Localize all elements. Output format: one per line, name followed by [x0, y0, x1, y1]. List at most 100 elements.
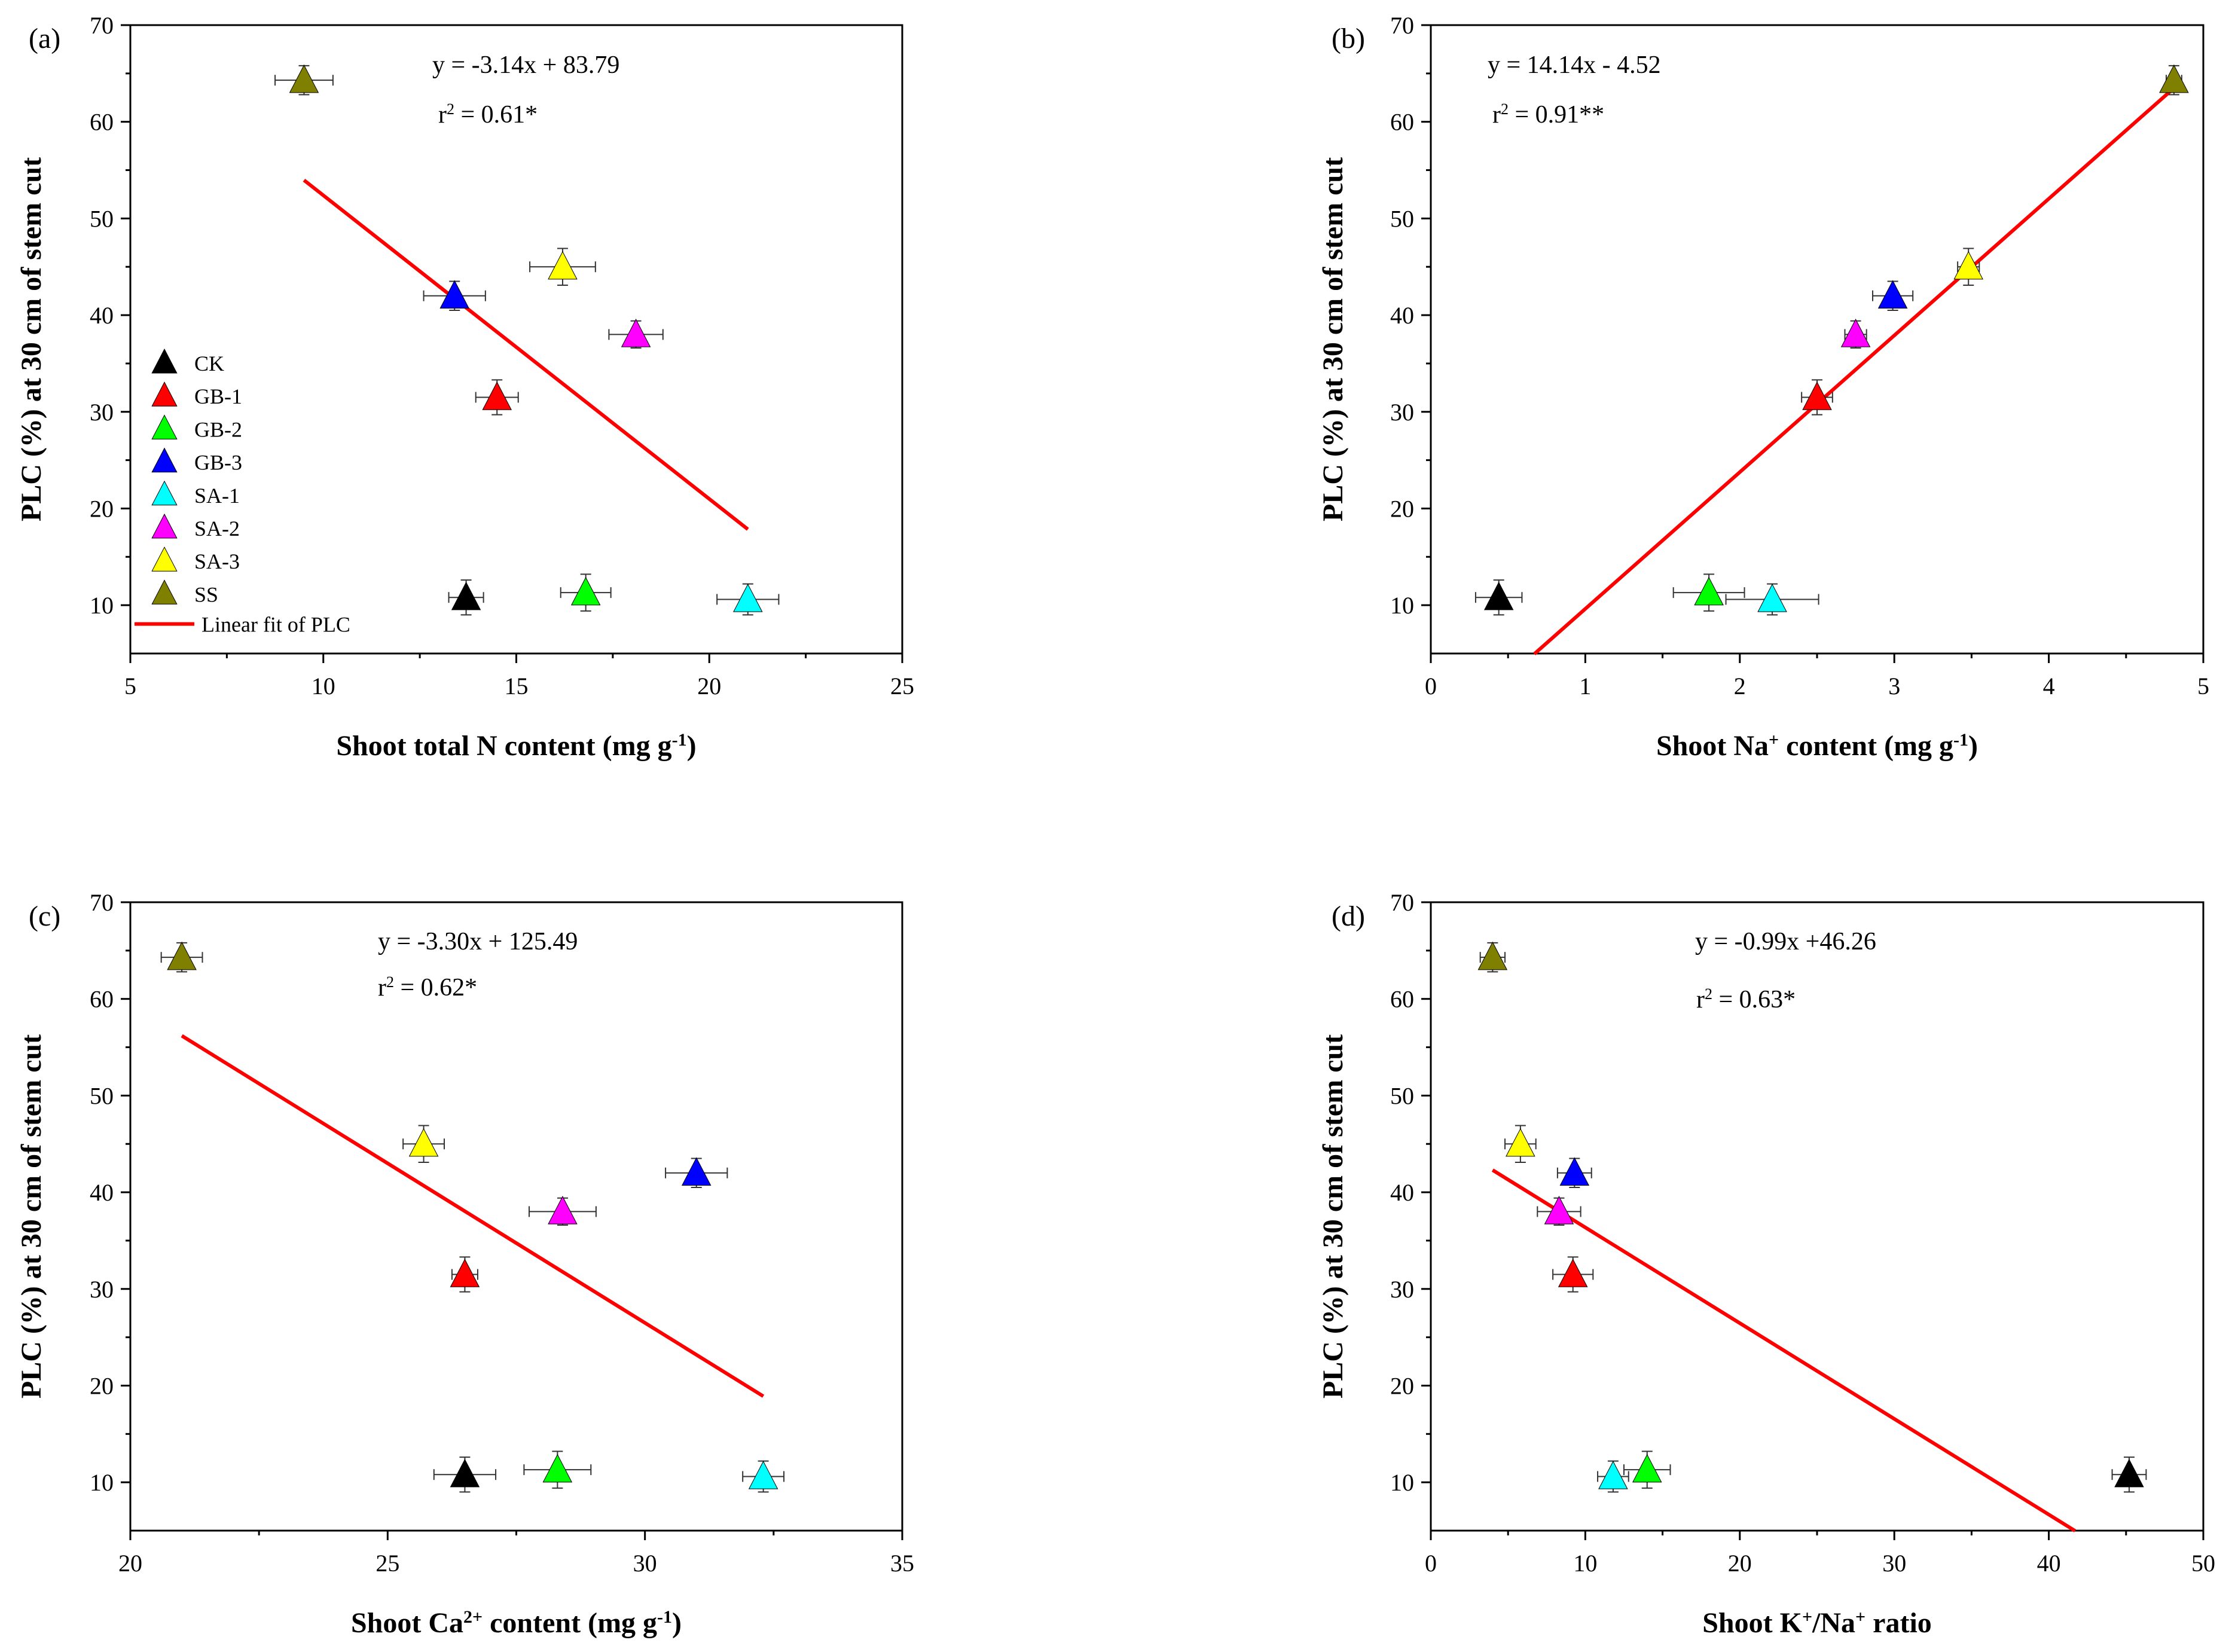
panel-c-point-gb-1 [451, 1257, 480, 1291]
marker-triangle [1478, 942, 1507, 970]
panel-a-r-squared-part-0: r [438, 101, 447, 129]
marker-triangle [1758, 584, 1787, 612]
panel-a-point-gb-1 [476, 380, 518, 414]
panel-c-fit-line [182, 1036, 764, 1396]
panel-d-y-tick-label: 10 [1390, 1469, 1414, 1496]
marker-triangle [572, 578, 600, 605]
legend-entry-ck: CK [152, 349, 224, 375]
panel-d-point-sa-3 [1505, 1126, 1536, 1162]
panel-c-y-tick-label: 40 [90, 1179, 114, 1206]
panel-d: 0 10 20 30 40 5010203040506070Shoot K+/Na+ ra… [1317, 889, 2215, 1639]
panel-d-y-tick-label: 20 [1390, 1372, 1414, 1399]
marker-triangle [167, 942, 196, 970]
panel-c-x-tick-label: 20 [118, 1550, 142, 1577]
panel-a-x-tick-label: 25 [890, 673, 914, 700]
marker-triangle [1879, 280, 1907, 308]
panel-c-plot-frame [130, 902, 902, 1531]
legend-marker [152, 448, 177, 472]
legend-label: SA-3 [194, 549, 240, 573]
legend-entry-fit: Linear fit of PLC [135, 613, 350, 637]
panel-b-x-axis-title-part-2: content (mg g [1779, 730, 1953, 762]
panel-d-y-tick-label: 50 [1390, 1082, 1414, 1109]
panel-a-y-tick-label: 30 [90, 399, 114, 426]
legend-label: GB-3 [194, 451, 242, 475]
panel-d-x-axis-title: Shoot K+/Na+ ratio [1702, 1607, 1932, 1639]
panel-a-y-tick-label: 40 [90, 302, 114, 329]
panel-b-y-tick-label: 60 [1390, 109, 1414, 136]
figure-canvas: 5 10 15 20 2510203040506070Shoot total N con… [0, 0, 2235, 1652]
panel-b-x-tick-label: 2 [1734, 673, 1746, 700]
panel-a-point-sa-2 [609, 319, 662, 348]
panel-d-r-squared: r2 = 0.63* [1696, 985, 1796, 1014]
panel-c-x-tick-label: 30 [633, 1550, 657, 1577]
panel-a-y-tick-label: 20 [90, 495, 114, 522]
panel-a-point-ss [275, 65, 333, 95]
marker-triangle [548, 1196, 577, 1224]
panel-d-y-tick-label: 60 [1390, 986, 1414, 1013]
panel-c-y-tick-label: 10 [90, 1469, 114, 1496]
panel-a-panel-label: (a) [29, 23, 60, 54]
panel-d-x-axis-title-part-2: /Na [1812, 1607, 1855, 1639]
panel-b-r-squared: r2 = 0.91** [1492, 100, 1604, 129]
marker-triangle [2115, 1459, 2144, 1487]
panel-a-x-axis-title-part-2: ) [687, 730, 697, 762]
panel-d-point-ss [1478, 942, 1507, 972]
panel-a-fit-line [304, 180, 747, 529]
panel-a-y-tick-label: 50 [90, 205, 114, 232]
panel-b-point-sa-2 [1842, 319, 1870, 348]
panel-d-y-tick-label: 40 [1390, 1179, 1414, 1206]
panel-d-x-axis-title-part-0: Shoot K [1702, 1607, 1802, 1639]
panel-b-x-tick-label: 5 [2197, 673, 2209, 700]
legend-marker [152, 415, 177, 439]
marker-triangle [451, 1259, 480, 1287]
panel-c: 20 25 30 35 10 20 30 40 50 60 70 Shoot Ca2+ content… [16, 889, 914, 1639]
panel-a-point-sa-3 [530, 249, 596, 285]
marker-triangle [1559, 1259, 1587, 1287]
panel-a-x-tick-label: 5 [124, 673, 136, 700]
legend-marker [152, 580, 177, 604]
panel-b-x-tick-label: 0 [1425, 673, 1437, 700]
panel-d-x-tick-label: 10 [1573, 1550, 1597, 1577]
panel-b-x-tick-label: 4 [2043, 673, 2055, 700]
panel-d-point-ck [2112, 1457, 2147, 1492]
panel-a: 5 10 15 20 25 10 20 30 40 50 60 70 Shoot total N con… [16, 12, 914, 762]
panel-d-r-squared-part-0: r [1696, 986, 1705, 1013]
marker-triangle [1954, 252, 1983, 279]
panel-d-point-gb-3 [1558, 1158, 1592, 1187]
panel-b-point-gb-3 [1873, 280, 1913, 310]
panel-d-x-tick-label: 30 [1882, 1550, 1906, 1577]
panel-d-y-axis-title: PLC (%) at 30 cm of stem cut [1317, 1034, 1349, 1398]
marker-triangle [451, 1459, 480, 1487]
panel-b-fit-line [1534, 88, 2174, 654]
panel-a-point-sa-1 [717, 584, 778, 615]
panel-c-point-ck [434, 1457, 496, 1492]
marker-triangle [290, 65, 319, 93]
panel-d-x-tick-label: 0 [1425, 1550, 1437, 1577]
panel-d-point-gb-2 [1624, 1451, 1671, 1488]
panel-c-x-axis-title-part-0: Shoot Ca [351, 1607, 463, 1639]
panel-c-y-tick-label: 60 [90, 986, 114, 1013]
panel-c-r-squared-part-2: = 0.62* [394, 974, 477, 1001]
marker-triangle [2160, 65, 2188, 93]
panel-d-y-tick-label: 70 [1390, 889, 1414, 916]
legend-entry-gb-1: GB-1 [152, 382, 242, 408]
marker-triangle [483, 382, 511, 410]
panel-c-x-axis-title-part-1: 2+ [463, 1607, 483, 1627]
panel-a-r-squared-part-1: 2 [447, 100, 454, 118]
panel-c-y-axis-title: PLC (%) at 30 cm of stem cut [16, 1034, 47, 1398]
legend-entry-sa-3: SA-3 [152, 547, 240, 573]
panel-d-x-tick-label: 50 [2191, 1550, 2215, 1577]
panel-c-point-sa-3 [403, 1126, 444, 1162]
panel-a-y-axis-title: PLC (%) at 30 cm of stem cut [16, 157, 47, 521]
panel-b-x-tick-label: 1 [1579, 673, 1591, 700]
panel-c-r-squared-part-0: r [378, 974, 386, 1001]
panel-d-plot-frame [1431, 902, 2203, 1531]
panel-d-panel-label: (d) [1332, 900, 1365, 932]
panel-a-y-tick-label: 60 [90, 109, 114, 136]
panel-b-r-squared-part-0: r [1492, 101, 1501, 129]
panel-b-r-squared-part-2: = 0.91** [1509, 101, 1604, 129]
legend-marker [152, 349, 177, 373]
panel-d-fit-line [1492, 1170, 2075, 1531]
panel-a-x-tick-label: 10 [312, 673, 335, 700]
panel-a-point-gb-2 [561, 574, 611, 610]
